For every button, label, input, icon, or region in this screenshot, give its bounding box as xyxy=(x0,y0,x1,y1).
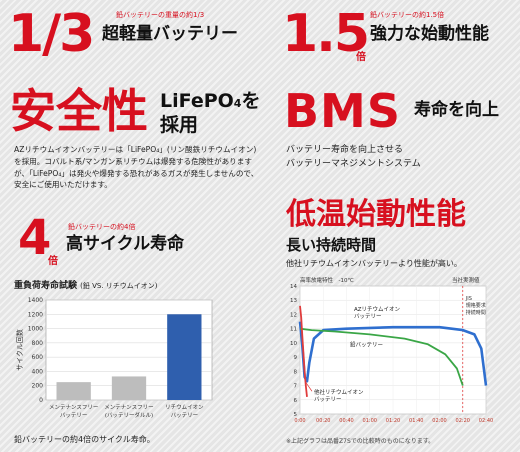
line-chart-series-line xyxy=(299,327,464,386)
bar-chart-ytick-label: 0 xyxy=(39,397,43,404)
panel2-note: 鉛バッテリーの約1.5倍 xyxy=(370,11,445,19)
panel1-fraction: 1/3 xyxy=(8,4,95,64)
chart-heading-main: 重負荷寿命試験 xyxy=(14,281,78,291)
line-chart-ytick-label: 5 xyxy=(294,412,298,418)
panel3-lifepo-sub: 4 xyxy=(233,97,242,110)
bar-chart-ytick-label: 1400 xyxy=(28,297,43,304)
bar-chart-category-label: バッテリー xyxy=(171,412,199,419)
bar-chart-ytick-label: 1000 xyxy=(28,326,43,333)
line-chart-xtick-label: 02:00 xyxy=(432,418,446,424)
panel3-title: 安全性 xyxy=(10,84,148,138)
line-chart-xtick-label: 00:20 xyxy=(316,418,330,424)
bar-chart-bar xyxy=(56,382,91,400)
panel6-footnote: ※上記グラフは品番Z7Sでの比較時のものになります。 xyxy=(286,438,435,445)
bar-chart-ytick-label: 400 xyxy=(32,368,44,375)
line-chart-title: 高率放電特性 -10℃ xyxy=(300,276,354,284)
bar-chart-category-label: (バッテリーダルル) xyxy=(105,411,153,419)
line-chart-annotation: 当社実測値 xyxy=(452,276,480,284)
panel2-suffix: 倍 xyxy=(356,52,366,63)
bar-chart-bar xyxy=(111,376,147,400)
panel6-title: 低温始動性能 xyxy=(286,197,466,232)
panel1-note: 鉛バッテリーの重量の約1/3 xyxy=(116,11,205,19)
line-chart-ytick-label: 9 xyxy=(294,355,298,361)
line-chart-series-label: バッテリー xyxy=(354,313,382,320)
panel3-title-right: LiFePO4を xyxy=(160,92,260,111)
line-chart-ytick-label: 6 xyxy=(294,398,298,404)
panel1-title: 超軽量バッテリー xyxy=(102,24,238,44)
line-chart-jis-label: 持続時間 xyxy=(466,309,486,316)
bar-chart-bar xyxy=(167,314,202,400)
bar-chart-category-label: メンテナンスフリー xyxy=(49,404,98,411)
line-chart-series-line xyxy=(299,305,308,397)
panel6-body: 他社リチウムイオンバッテリーより性能が高い。 xyxy=(286,259,462,268)
line-chart-xtick-label: 01:00 xyxy=(363,418,377,424)
panel3-lifepo: LiFePO xyxy=(160,90,234,112)
bar-chart-ylabel: サイクル回数 xyxy=(15,329,24,371)
line-chart-xtick-label: 00:40 xyxy=(339,418,353,424)
panel3-body: AZリチウムイオンバッテリーは「LiFePO₄」(リン酸鉄リチウムイオン)を採用… xyxy=(14,145,259,190)
bar-chart: 0 200 400 600 800 1000 1200 1400 サイクル回数メンテナンスフリー… xyxy=(15,297,213,419)
line-chart-series-label: 他社リチウムイオン xyxy=(314,388,364,396)
line-chart-series-label: AZリチウムイオン xyxy=(354,305,401,313)
bar-chart-category-label: メンテナンスフリー xyxy=(104,404,153,411)
panel5-number: 4 xyxy=(18,210,51,266)
line-chart-jis-label: 規格要求 xyxy=(466,302,486,309)
line-chart-ytick-label: 8 xyxy=(294,369,298,375)
line-chart-xtick-label: 01:20 xyxy=(386,418,400,424)
bar-chart-ytick-label: 800 xyxy=(32,340,44,347)
panel5-note: 鉛バッテリーの約4倍 xyxy=(68,223,136,231)
line-chart: 高率放電特性 -10℃ 当社実測値 14 13 12 11 10 9 8 7 6 50:00 00:20… xyxy=(290,276,493,424)
line-chart-xtick-label: 0:00 xyxy=(294,418,305,424)
bar-chart-category-label: バッテリー xyxy=(60,412,88,419)
panel4-body-line1: バッテリー寿命を向上させる xyxy=(286,145,404,155)
line-chart-xtick-label: 02:40 xyxy=(479,418,493,424)
panel2-number: 1.5 xyxy=(282,4,370,64)
line-chart-xtick-label: 02:20 xyxy=(456,418,470,424)
line-chart-competitor-pointer xyxy=(305,382,313,392)
panel3-wo: を xyxy=(241,90,261,112)
panel5-chart-heading: 重負荷寿命試験 (鉛 VS. リチウムイオン) xyxy=(14,278,158,291)
line-chart-series-label: バッテリー xyxy=(314,396,342,403)
bar-chart-ytick-label: 600 xyxy=(32,354,44,361)
bar-chart-category-label: リチウムイオン xyxy=(165,403,204,411)
panel5-title: 高サイクル寿命 xyxy=(66,234,185,254)
line-chart-series-label: 鉛バッテリー xyxy=(350,340,383,348)
line-chart-xtick-label: 01:40 xyxy=(409,418,423,424)
line-chart-ytick-label: 11 xyxy=(290,327,297,333)
line-chart-ytick-label: 14 xyxy=(290,284,297,290)
line-chart-ytick-label: 10 xyxy=(290,341,297,347)
panel6-subtitle: 長い持続時間 xyxy=(286,236,377,254)
panel5-suffix: 倍 xyxy=(48,256,58,267)
panel2-title: 強力な始動性能 xyxy=(370,24,489,44)
bar-chart-ytick-label: 1200 xyxy=(28,311,43,318)
line-chart-ytick-label: 12 xyxy=(290,312,297,318)
line-chart-ytick-label: 13 xyxy=(290,298,297,304)
chart-heading-sub: (鉛 VS. リチウムイオン) xyxy=(80,282,158,290)
bar-chart-ytick-label: 200 xyxy=(32,383,44,390)
line-chart-jis-label: JIS xyxy=(465,296,472,302)
panel4-title-right: 寿命を向上 xyxy=(414,100,499,120)
panel5-caption: 鉛バッテリーの約4倍のサイクル寿命。 xyxy=(14,435,155,444)
line-chart-ytick-label: 7 xyxy=(294,384,298,390)
panel3-saiyou: 採用 xyxy=(160,114,199,136)
panel4-title: BMS xyxy=(284,84,401,138)
panel4-body-line2: バッテリーマネジメントシステム xyxy=(286,159,421,169)
